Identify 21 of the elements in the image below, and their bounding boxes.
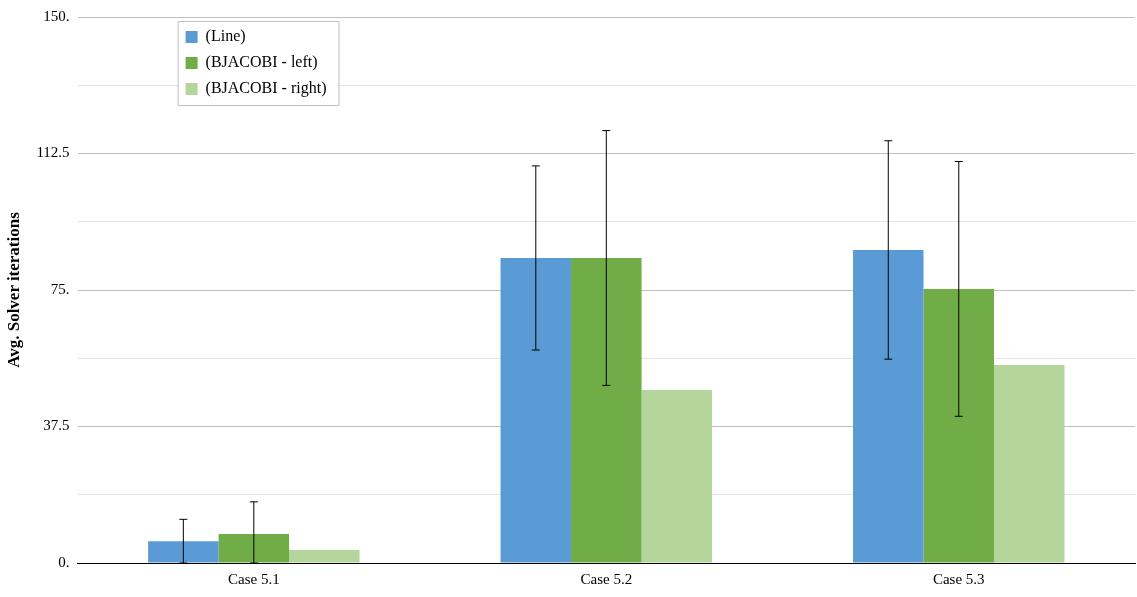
legend-label: (BJACOBI - left)	[205, 53, 318, 72]
y-tick-label: 0.	[58, 553, 70, 570]
bar	[218, 533, 290, 563]
y-tick-label: 150.	[43, 7, 70, 24]
bar	[289, 549, 360, 563]
bar	[571, 257, 642, 563]
y-tick-label: 75.	[50, 280, 70, 297]
bar	[994, 364, 1065, 563]
x-tick-label: Case 5.2	[580, 570, 633, 587]
bar	[148, 541, 219, 563]
x-tick-label: Case 5.1	[227, 570, 280, 587]
bar	[923, 288, 995, 563]
bar	[500, 257, 572, 563]
y-tick-label: 112.5	[36, 144, 70, 161]
y-tick-label: 37.5	[43, 417, 70, 434]
bar	[853, 249, 924, 563]
x-tick-label: Case 5.3	[932, 570, 985, 587]
bar	[641, 390, 713, 563]
y-axis-title: Avg. Solver iterations	[3, 211, 23, 368]
legend-label: (Line)	[205, 27, 246, 46]
legend-label: (BJACOBI - right)	[205, 79, 327, 98]
